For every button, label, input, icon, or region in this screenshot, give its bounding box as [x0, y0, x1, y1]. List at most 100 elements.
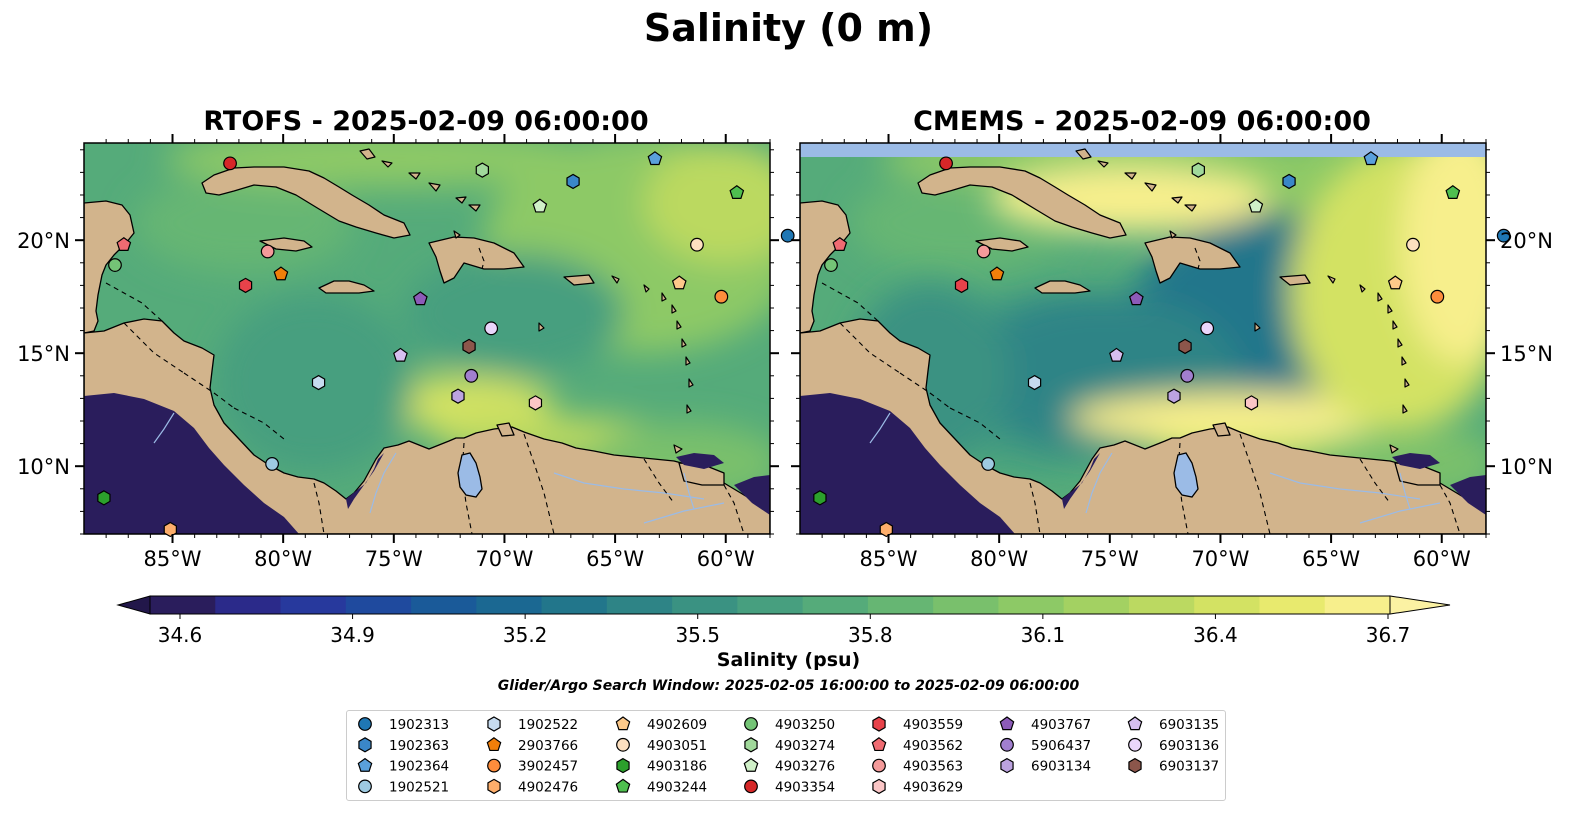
colorbar-segment: [476, 596, 543, 614]
colorbar-segment: [867, 596, 934, 614]
float-marker-1902522: [1027, 374, 1042, 391]
legend-marker-4903186: [616, 757, 630, 774]
legend-marker-4903562: [871, 737, 887, 752]
legend-marker-1902363: [358, 737, 372, 753]
colorbar-under-arrow: [116, 595, 151, 615]
float-marker-4903186: [97, 490, 111, 506]
colorbar-tick-label: 35.8: [848, 623, 893, 647]
legend-entry-label: 4903354: [775, 779, 835, 795]
float-marker-5906437: [464, 368, 479, 383]
float-marker-4903559: [238, 277, 253, 294]
lat-tick-label: 10°N: [17, 455, 70, 479]
legend-entry-label: 4903244: [647, 779, 707, 795]
panel-title-rtofs: RTOFS - 2025-02-09 06:00:00: [203, 106, 649, 137]
rtofs-salinity-field: [84, 128, 770, 534]
float-marker-3902457: [714, 289, 729, 304]
colorbar-segment: [672, 596, 738, 614]
legend-marker-4903274: [744, 737, 758, 753]
legend-marker-4902476: [487, 778, 501, 795]
legend-marker-4903767: [999, 716, 1015, 731]
float-marker-4903562: [832, 236, 848, 251]
float-marker-4903629: [1244, 395, 1259, 411]
lon-tick-label: 60°W: [1413, 547, 1471, 571]
cmems-salinity-field: [800, 143, 1486, 534]
float-marker-4903244: [1445, 184, 1461, 199]
lat-tick-label: 20°N: [1500, 229, 1553, 253]
float-marker-4902609: [1387, 275, 1403, 290]
legend-canvas: 1902313 1902363 1902364 1902521 1902522 29037…: [357, 716, 1219, 795]
float-marker-1902363: [1282, 173, 1296, 190]
legend-entry-label: 2903766: [518, 738, 578, 754]
colorbar-tick-label: 36.4: [1193, 623, 1238, 647]
float-marker-6903137: [1178, 338, 1192, 355]
colorbar-tick-label: 35.2: [503, 623, 548, 647]
float-marker-4903276: [532, 198, 548, 213]
colorbar-tick-label: 34.6: [158, 623, 203, 647]
legend-entry-label: 6903134: [1031, 759, 1091, 775]
float-marker-4903767: [1128, 291, 1144, 306]
float-marker-6903135: [1109, 347, 1124, 362]
legend-entry-label: 4903562: [903, 738, 963, 754]
legend-marker-4903559: [872, 716, 886, 732]
float-marker-6903134: [1167, 388, 1181, 404]
float-marker-1902313: [1496, 228, 1511, 243]
lon-tick-label: 75°W: [365, 547, 423, 571]
float-marker-4903244: [729, 184, 745, 199]
float-marker-1902313: [780, 228, 795, 243]
legend-entry-label: 4903250: [775, 717, 835, 733]
panel-title-cmems: CMEMS - 2025-02-09 06:00:00: [913, 106, 1371, 137]
cmems-map-panel: 85°W 80°W 75°W 70°W 65°W 60°W 20°N 15°N 10°N: [791, 134, 1553, 571]
colorbar-segment: [1128, 596, 1195, 614]
legend-entry-label: 4903186: [647, 759, 707, 775]
colorbar-segment: [1063, 596, 1130, 614]
lon-tick-label: 80°W: [970, 547, 1028, 571]
legend-entry-label: 4902609: [647, 717, 707, 733]
float-marker-4903563: [260, 244, 275, 259]
float-legend: 1902313 1902363 1902364 1902521 1902522 29037…: [346, 710, 1226, 801]
legend-marker-3902457: [487, 758, 501, 773]
float-marker-4903563: [976, 244, 991, 259]
float-marker-4903274: [475, 162, 489, 178]
legend-marker-4903250: [744, 717, 758, 731]
float-marker-2903766: [273, 266, 289, 281]
float-marker-4903559: [954, 277, 969, 294]
legend-marker-4902609: [615, 716, 631, 731]
colorbar-tick-label: 36.1: [1021, 623, 1066, 647]
float-marker-4902476: [879, 521, 893, 538]
float-marker-4903354: [223, 156, 237, 171]
float-marker-4903250: [108, 258, 122, 272]
legend-marker-1902521: [358, 779, 372, 794]
colorbar-segment: [215, 596, 282, 614]
lat-tick-label: 20°N: [17, 229, 70, 253]
lon-tick-label: 85°W: [144, 547, 202, 571]
float-marker-6903136: [1200, 321, 1215, 336]
colorbar-segment: [802, 596, 869, 614]
float-marker-1902363: [566, 173, 580, 190]
legend-entry-label: 4903274: [775, 738, 835, 754]
lon-tick-label: 70°W: [475, 547, 533, 571]
float-marker-1902364: [647, 151, 663, 166]
figure-title: Salinity (0 m): [643, 6, 934, 50]
legend-marker-6903134: [1000, 757, 1014, 774]
lon-tick-label: 65°W: [586, 547, 644, 571]
legend-marker-5906437: [1000, 737, 1014, 752]
float-marker-4903629: [528, 395, 543, 411]
rtofs-map-panel: 85°W 80°W 75°W 70°W 65°W 60°W 20°N 15°N 10°N: [17, 128, 795, 571]
float-marker-6903134: [451, 388, 465, 404]
colorbar-tick-label: 34.9: [330, 623, 375, 647]
legend-marker-2903766: [486, 737, 502, 752]
legend-marker-4903563: [872, 758, 886, 773]
float-marker-1902521: [265, 457, 279, 471]
colorbar-segment: [411, 596, 477, 614]
float-marker-5906437: [1180, 368, 1195, 383]
salinity-colorbar: 34.6 34.9 35.2 35.5 35.8 36.1 36.4 36.7: [116, 595, 1451, 647]
float-marker-4903274: [1191, 162, 1205, 178]
float-marker-1902521: [981, 457, 995, 471]
legend-entry-label: 3902457: [518, 759, 578, 775]
lon-tick-label: 85°W: [860, 547, 918, 571]
lon-tick-label: 65°W: [1302, 547, 1360, 571]
legend-entry-label: 1902364: [389, 759, 449, 775]
float-marker-4903186: [813, 490, 827, 506]
float-marker-3902457: [1430, 289, 1445, 304]
